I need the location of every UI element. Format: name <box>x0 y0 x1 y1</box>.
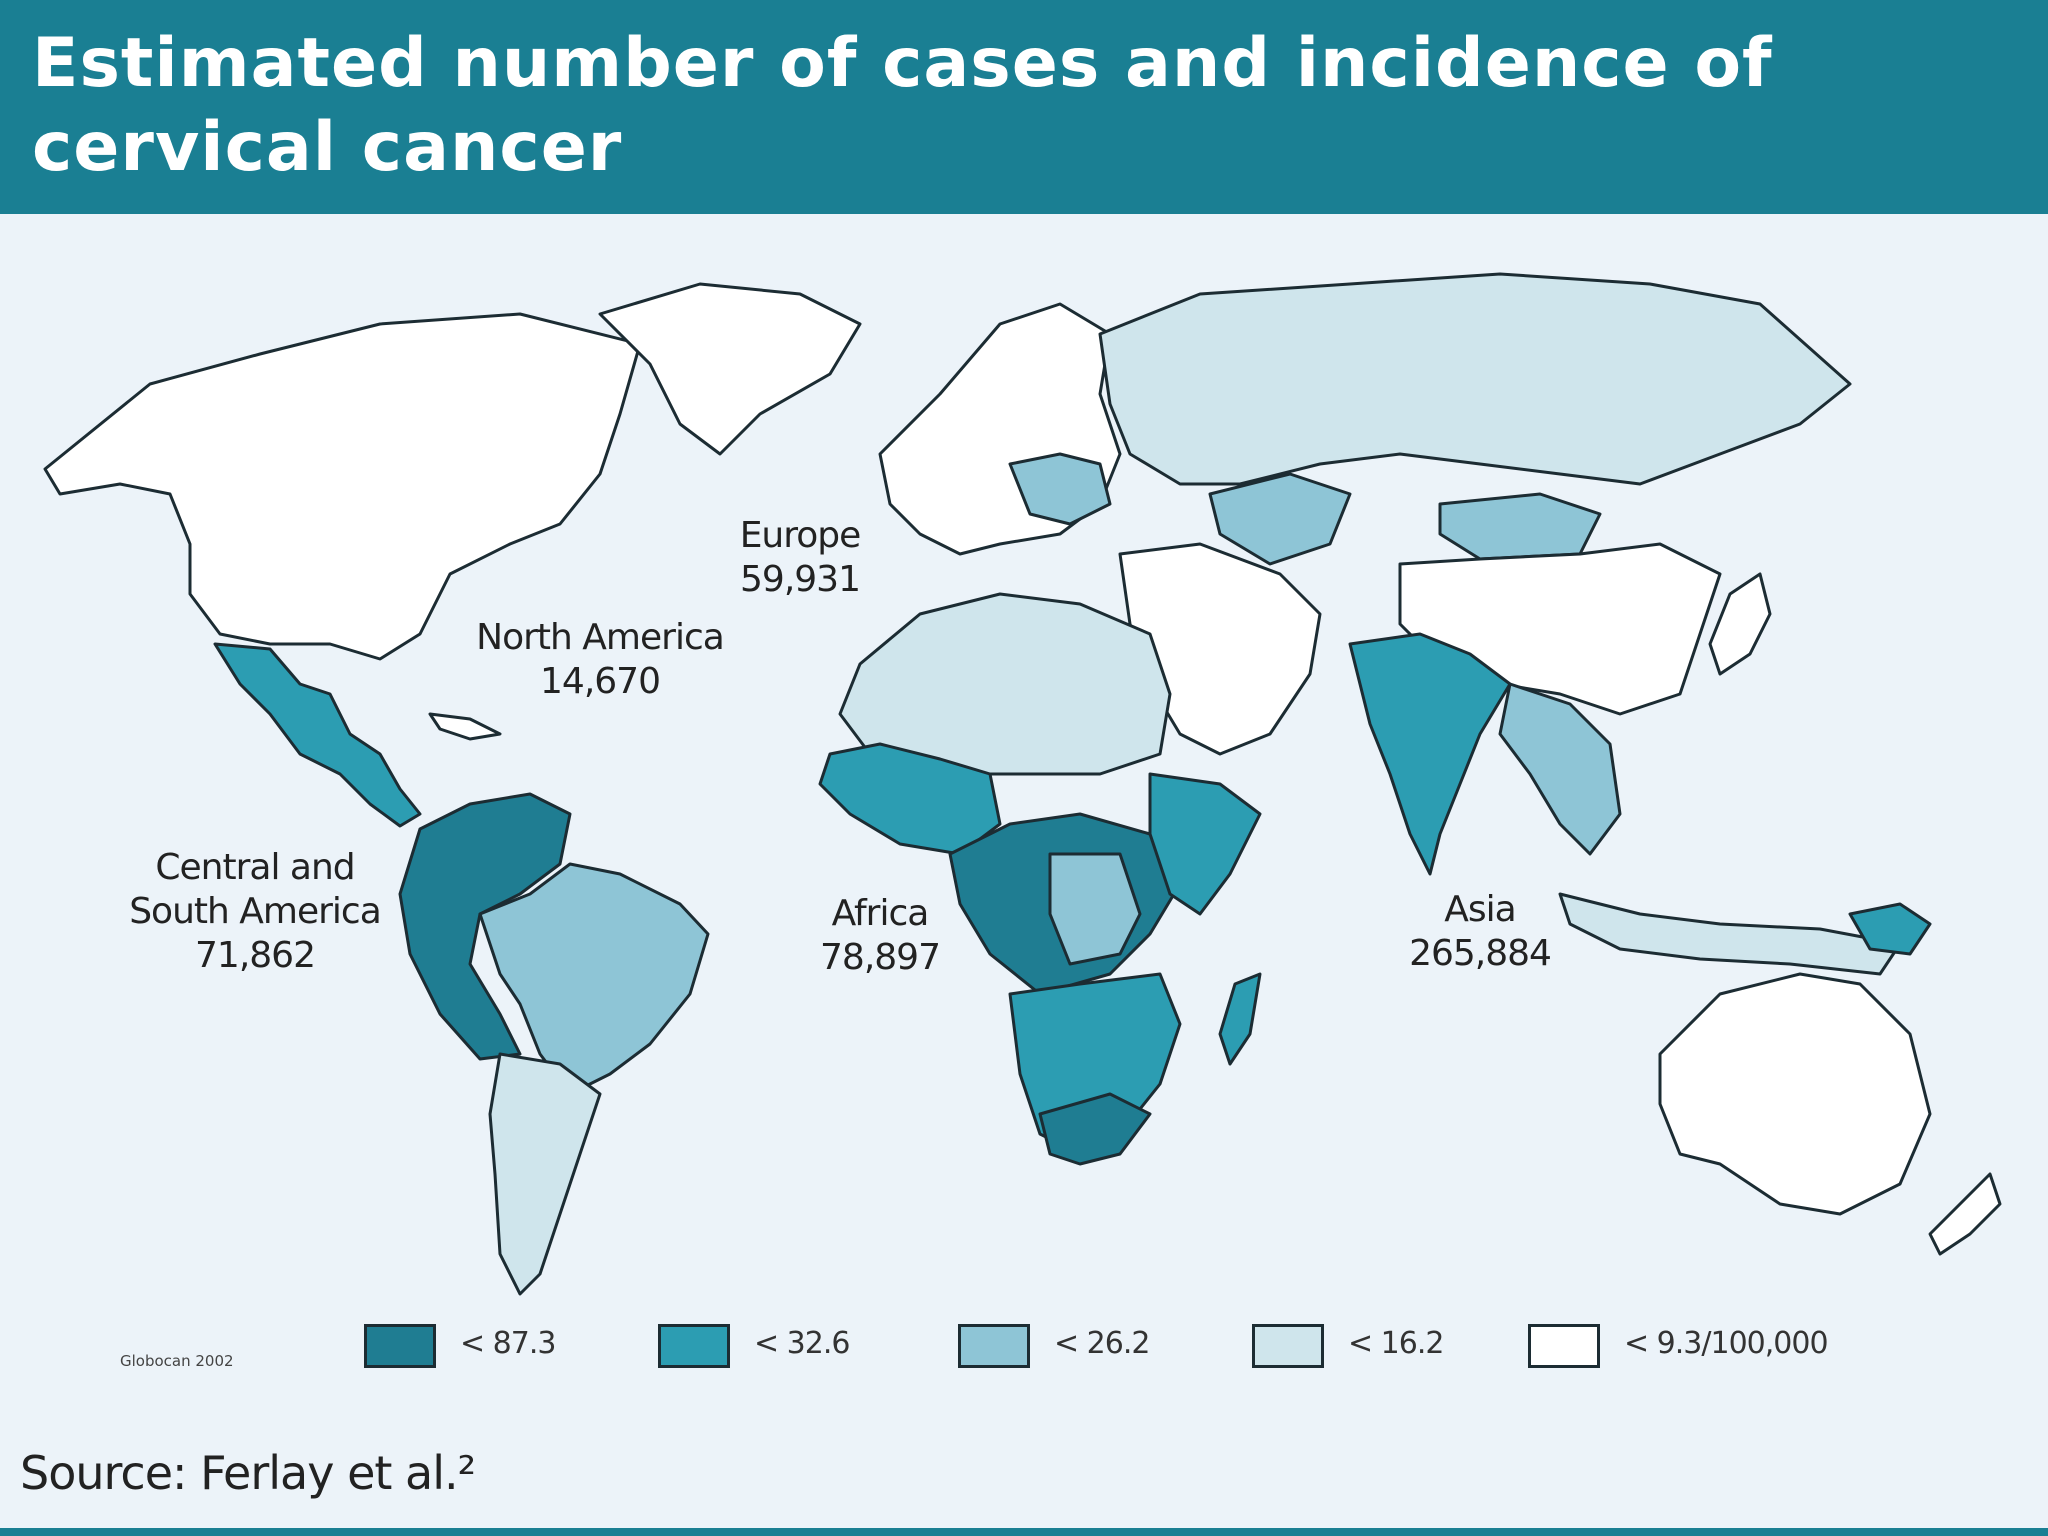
asia-name: Asia <box>1444 889 1516 930</box>
central-south-america-name-2: South America <box>129 891 382 932</box>
label-africa: Africa 78,897 <box>780 892 980 980</box>
legend: < 87.3 < 32.6 < 26.2 < 16.2 < 9.3/100,00… <box>0 1320 2048 1380</box>
page-title: Estimated number of cases and incidence … <box>32 24 1773 187</box>
africa-cases: 78,897 <box>820 937 941 978</box>
greenland-shape <box>598 282 862 456</box>
central-south-america-name-1: Central and <box>155 847 355 888</box>
label-north-america: North America 14,670 <box>450 616 750 704</box>
papua-shape <box>1848 902 1932 956</box>
russia-shape <box>1098 272 1852 486</box>
mexico-central-america-shape <box>213 642 422 828</box>
legend-swatch <box>364 1324 436 1368</box>
india-shape <box>1348 632 1512 876</box>
label-central-south-america: Central and South America 71,862 <box>95 846 415 978</box>
southeast-asia-shape <box>1498 682 1622 856</box>
legend-label: < 32.6 <box>754 1326 850 1361</box>
eastern-europe-shape <box>1008 452 1112 526</box>
new-zealand-shape <box>1928 1172 2002 1256</box>
indonesia-shape <box>1558 892 1902 976</box>
legend-label: < 87.3 <box>460 1326 556 1361</box>
source-note: Source: Ferlay et al.² <box>20 1446 476 1500</box>
asia-cases: 265,884 <box>1409 933 1552 974</box>
europe-name: Europe <box>739 515 862 556</box>
east-africa-shape <box>1148 772 1262 916</box>
south-africa-shape <box>1038 1092 1152 1166</box>
japan-shape <box>1708 572 1772 676</box>
congo-shape <box>1048 852 1142 966</box>
legend-swatch <box>1528 1324 1600 1368</box>
caribbean-shape <box>428 712 502 741</box>
legend-swatch <box>958 1324 1030 1368</box>
north-america-cases: 14,670 <box>540 661 661 702</box>
globocan-credit: Globocan 2002 <box>120 1352 234 1370</box>
southern-cone-shape <box>488 1052 602 1296</box>
mongolia-shape <box>1438 492 1602 561</box>
legend-label: < 26.2 <box>1054 1326 1150 1361</box>
header-banner: Estimated number of cases and incidence … <box>0 0 2048 214</box>
europe-cases: 59,931 <box>740 559 861 600</box>
label-europe: Europe 59,931 <box>690 514 910 602</box>
central-south-america-cases: 71,862 <box>195 935 316 976</box>
madagascar-shape <box>1218 972 1262 1066</box>
brazil-shape <box>478 862 710 1096</box>
central-asia-shape <box>1208 472 1352 566</box>
south-america-north-shape <box>398 792 572 1061</box>
north-america-shape <box>43 312 642 661</box>
legend-label: < 9.3/100,000 <box>1624 1326 1829 1361</box>
north-america-name: North America <box>476 617 725 658</box>
legend-swatch <box>1252 1324 1324 1368</box>
africa-name: Africa <box>831 893 930 934</box>
legend-swatch <box>658 1324 730 1368</box>
bottom-rule <box>0 1528 2048 1536</box>
australia-shape <box>1658 972 1932 1216</box>
legend-label: < 16.2 <box>1348 1326 1444 1361</box>
label-asia: Asia 265,884 <box>1380 888 1580 976</box>
world-map <box>43 272 2002 1296</box>
